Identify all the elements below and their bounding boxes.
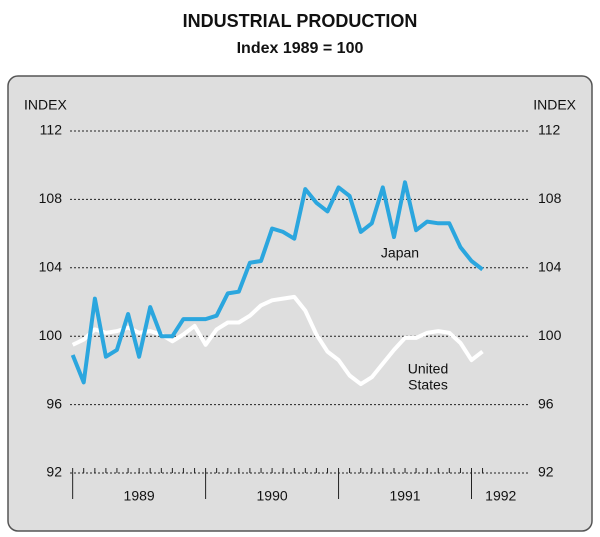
y2-tick-label: 108	[538, 190, 562, 206]
y2-tick-label: 92	[538, 464, 554, 480]
y2-axis-title: INDEX	[533, 97, 576, 113]
x-tick-label: 1991	[389, 488, 420, 504]
annotation: United	[408, 361, 448, 377]
y-axis-title: INDEX	[24, 97, 67, 113]
y2-tick-label: 100	[538, 327, 562, 343]
y2-tick-label: 104	[538, 259, 562, 275]
y2-tick-label: 96	[538, 395, 554, 411]
x-tick-label: 1989	[124, 488, 155, 504]
x-tick-label: 1990	[257, 488, 288, 504]
x-tick-label: 1992	[485, 488, 516, 504]
annotation: Japan	[381, 245, 419, 261]
y-tick-label: 108	[39, 190, 63, 206]
annotation: States	[408, 377, 448, 393]
series-line	[70, 180, 484, 385]
y2-tick-label: 112	[538, 122, 561, 138]
chart-title: INDUSTRIAL PRODUCTION	[183, 11, 418, 31]
y-tick-label: 104	[39, 259, 63, 275]
y-tick-label: 112	[40, 122, 63, 138]
y-tick-label: 100	[39, 327, 63, 343]
y-tick-label: 96	[46, 395, 62, 411]
chart-subtitle: Index 1989 = 100	[237, 40, 364, 57]
y-tick-label: 92	[46, 464, 62, 480]
series-line	[71, 294, 484, 387]
